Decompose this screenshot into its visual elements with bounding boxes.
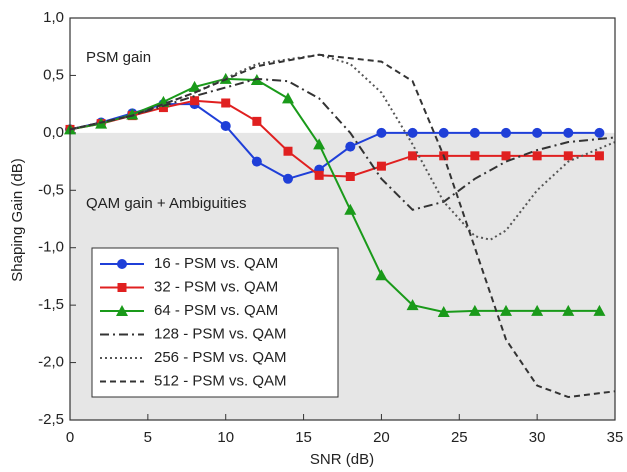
series-line <box>69 77 616 211</box>
marker <box>345 172 355 182</box>
x-tick-label: 30 <box>529 429 546 446</box>
marker <box>117 259 127 269</box>
plot-frame <box>69 17 616 421</box>
y-tick-label: 1,0 <box>43 9 64 26</box>
marker <box>563 127 574 138</box>
marker <box>501 151 511 161</box>
marker <box>221 98 231 108</box>
marker <box>376 127 387 138</box>
x-tick-label: 35 <box>607 429 624 446</box>
marker <box>251 156 262 167</box>
y-tick-label: -2,0 <box>38 354 64 371</box>
marker <box>408 151 418 161</box>
marker <box>531 304 544 316</box>
marker <box>407 127 418 138</box>
marker <box>158 103 168 113</box>
marker <box>375 269 388 281</box>
marker <box>563 151 573 161</box>
legend-box <box>91 247 339 398</box>
legend-label: 256 - PSM vs. QAM <box>154 349 287 366</box>
marker <box>190 96 200 106</box>
legend-label: 128 - PSM vs. QAM <box>154 325 287 342</box>
marker <box>594 151 604 161</box>
y-tick-label: -1,5 <box>38 296 64 313</box>
y-axis-label: Shaping Gain (dB) <box>9 158 26 281</box>
marker <box>594 127 605 138</box>
annotation: PSM gain <box>86 49 151 66</box>
x-tick-label: 0 <box>66 429 74 446</box>
y-tick-label: -0,5 <box>38 181 64 198</box>
marker <box>469 127 480 138</box>
marker <box>188 80 201 92</box>
marker <box>345 141 356 152</box>
marker <box>501 127 511 138</box>
marker <box>468 304 481 316</box>
x-tick-label: 20 <box>373 429 390 446</box>
marker <box>314 170 324 180</box>
x-tick-label: 5 <box>144 429 152 446</box>
x-tick-label: 25 <box>451 429 468 446</box>
marker <box>282 92 294 104</box>
y-tick-label: -2,5 <box>38 411 64 428</box>
series-line <box>69 53 616 399</box>
legend-label: 32 - PSM vs. QAM <box>154 278 278 295</box>
marker <box>500 304 512 316</box>
marker <box>313 138 326 150</box>
y-tick-label: -1,0 <box>38 239 64 256</box>
x-tick-label: 15 <box>295 429 312 446</box>
series-line <box>69 53 616 241</box>
legend-label: 512 - PSM vs. QAM <box>154 372 287 389</box>
marker <box>117 283 127 292</box>
series-line <box>69 77 600 314</box>
marker <box>438 127 449 138</box>
marker <box>283 146 293 156</box>
marker <box>532 151 542 161</box>
marker <box>406 299 419 311</box>
marker <box>532 127 543 138</box>
marker <box>593 304 606 316</box>
marker <box>283 173 293 184</box>
marker <box>376 161 386 171</box>
annotation: QAM gain + Ambiguities <box>86 195 247 212</box>
y-tick-label: 0,0 <box>43 124 64 141</box>
marker <box>437 306 450 318</box>
marker <box>344 203 357 215</box>
y-tick-label: 0,5 <box>43 66 64 83</box>
marker <box>470 151 480 161</box>
marker <box>220 120 231 131</box>
marker <box>252 116 262 126</box>
legend-label: 16 - PSM vs. QAM <box>154 255 278 272</box>
x-axis-label: SNR (dB) <box>310 451 374 468</box>
x-tick-label: 10 <box>217 429 234 446</box>
marker <box>116 305 128 316</box>
legend-label: 64 - PSM vs. QAM <box>154 302 278 319</box>
marker <box>562 304 575 316</box>
